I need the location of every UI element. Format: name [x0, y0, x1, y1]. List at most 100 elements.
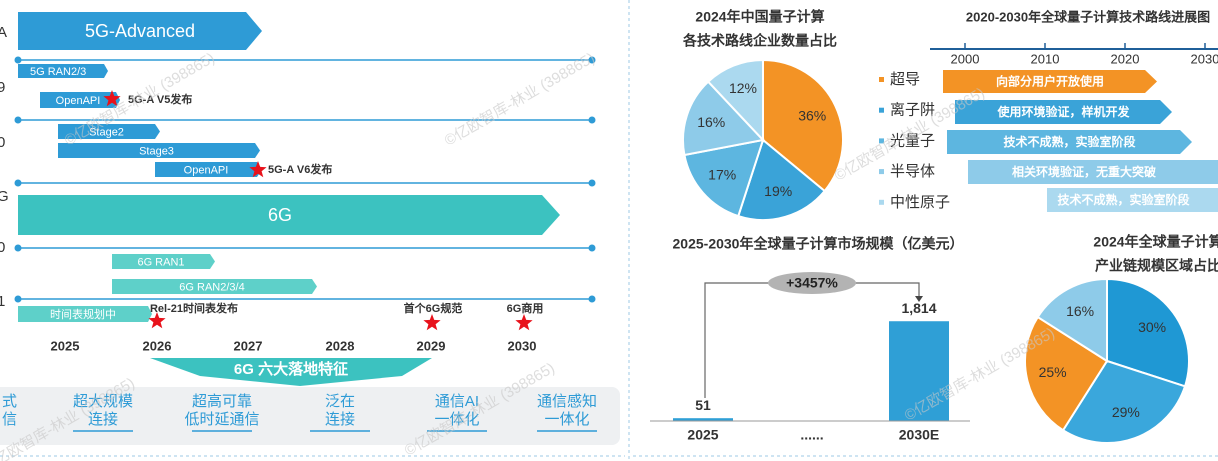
roadmap-arrow	[1047, 188, 1218, 212]
row-label: 1	[0, 293, 5, 310]
feature-text: 通信感知	[537, 393, 597, 410]
row-label: 0	[0, 239, 5, 256]
phase-label: Stage3	[139, 145, 174, 157]
phase-label: 6G RAN1	[137, 256, 184, 268]
x-tick-label: 2030E	[899, 427, 939, 443]
row-dot	[588, 295, 596, 303]
feature-text: 超大规模	[73, 393, 133, 410]
pie-slice	[1106, 277, 1190, 388]
phase-label: 6G RAN2/3/4	[179, 281, 244, 293]
milestone-star	[249, 161, 267, 178]
legend-label: 离子阱	[890, 102, 935, 119]
pie-slice	[706, 58, 764, 143]
legend-label: 超导	[890, 71, 920, 88]
legend-swatch	[879, 77, 884, 82]
feature-text: 式	[2, 393, 17, 410]
pie-slice	[1024, 315, 1109, 432]
row-dot	[588, 244, 596, 252]
row-label: A	[0, 24, 7, 41]
growth-connector	[704, 282, 920, 398]
pie-slice	[682, 80, 765, 157]
phase-label: 5G RAN2/3	[30, 66, 86, 78]
row-label: G	[0, 188, 9, 205]
feature-text: 低时延通信	[184, 411, 259, 428]
feature-text: 信	[2, 411, 17, 428]
feature-text: 泛在	[325, 393, 355, 410]
milestone-label: 6G商用	[507, 301, 544, 315]
row-dot	[14, 295, 22, 303]
chart-title: 2024年中国量子计算	[695, 9, 824, 25]
milestone-star	[148, 312, 166, 329]
bar	[889, 321, 949, 421]
row-dot	[588, 56, 596, 64]
pie-label: 16%	[697, 114, 725, 130]
x-tick-label: 2025	[687, 427, 718, 443]
pie-slice	[1061, 359, 1187, 444]
feature-text: 连接	[325, 411, 355, 428]
phase-label: 6G	[268, 205, 292, 225]
roadmap-axis-label: 2010	[1031, 51, 1060, 66]
feature-banner-text: 6G 六大落地特征	[234, 360, 348, 378]
phase-arrow	[112, 254, 215, 269]
feature-text: 通信AI	[435, 393, 479, 410]
phase-arrow	[18, 64, 108, 78]
phase-label: Stage2	[89, 126, 124, 138]
legend-label: 中性原子	[890, 194, 950, 211]
feature-text: 一体化	[434, 411, 479, 428]
bar	[673, 418, 733, 421]
row-dot	[588, 116, 596, 124]
pie-label: 30%	[1138, 319, 1166, 335]
phase-arrow	[40, 92, 120, 108]
feature-text: 超高可靠	[192, 393, 252, 410]
pie-label: 19%	[764, 183, 792, 199]
milestone-label: 5G-A V5发布	[128, 92, 192, 106]
roadmap-arrow-text: 向部分用户开放使用	[996, 74, 1104, 89]
year-label: 2030	[508, 338, 537, 353]
legend-label: 光量子	[890, 132, 935, 149]
chart-title: 各技术路线企业数量占比	[682, 33, 837, 49]
row-dot	[14, 244, 22, 252]
phase-arrow	[18, 195, 560, 235]
phase-arrow	[155, 162, 262, 177]
phase-arrow	[18, 306, 152, 322]
row-dot	[14, 56, 22, 64]
year-label: 2026	[143, 338, 172, 353]
phase-label: OpenAPI	[184, 164, 229, 176]
roadmap-title: 2020-2030年全球量子计算技术路线进展图	[966, 9, 1210, 24]
phase-arrow	[112, 279, 317, 294]
pie-label: 12%	[729, 80, 757, 96]
chart-title: 2024年全球量子计算	[1093, 234, 1218, 250]
row-dot	[14, 179, 22, 187]
phase-arrow	[58, 143, 260, 158]
phase-label: 5G-Advanced	[85, 21, 195, 41]
x-tick-label: ......	[800, 427, 823, 443]
phase-arrow	[18, 12, 262, 50]
legend-swatch	[879, 107, 884, 113]
roadmap-axis-label: 2030	[1191, 51, 1218, 66]
legend-swatch	[879, 199, 884, 205]
milestone-label: 首个6G规范	[404, 301, 463, 315]
roadmap-axis-label: 2020	[1111, 51, 1140, 66]
year-label: 2027	[234, 338, 263, 353]
row-label: 0	[0, 134, 5, 151]
feature-banner	[150, 358, 432, 386]
milestone-star	[103, 90, 121, 107]
phase-label: 时间表规划中	[50, 307, 116, 321]
year-label: 2025	[51, 338, 80, 353]
milestone-star	[423, 314, 441, 331]
feature-text: 连接	[88, 411, 118, 428]
roadmap-arrow-text: 技术不成熟，实验室阶段	[1057, 192, 1190, 207]
row-dot	[14, 116, 22, 124]
phase-arrow	[58, 124, 160, 139]
roadmap-arrow	[955, 100, 1172, 124]
year-label: 2028	[326, 338, 355, 353]
roadmap-arrow	[943, 70, 1157, 93]
chart-title: 产业链规模区域占比	[1095, 258, 1218, 274]
pie-label: 17%	[708, 167, 736, 183]
milestone-star	[515, 314, 533, 331]
pie-slice	[762, 58, 844, 193]
milestone-label: 5G-A V6发布	[268, 162, 332, 176]
pie-label: 29%	[1112, 404, 1140, 420]
